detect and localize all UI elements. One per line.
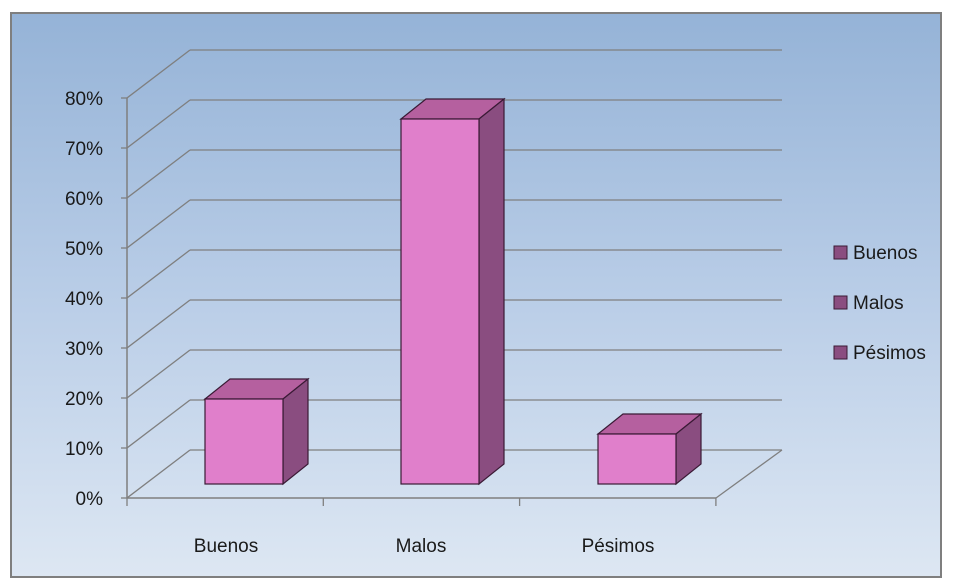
y-tick-labels: 0% 10% 20% 30% 40% 50% 60% 70% 80% xyxy=(65,89,103,510)
y-tick-label: 70% xyxy=(65,139,103,160)
legend-label: Pésimos xyxy=(853,343,926,364)
bar-side-face xyxy=(478,97,505,486)
axes xyxy=(121,97,783,506)
bar-front-face xyxy=(400,118,480,485)
gridline-diagonal xyxy=(126,149,191,199)
floor-edge xyxy=(715,449,783,499)
gridline-diagonal xyxy=(126,249,191,299)
y-tick-label: 0% xyxy=(76,489,104,510)
gridline-diagonal xyxy=(126,299,191,349)
legend-swatch xyxy=(833,295,848,310)
bar-buenos xyxy=(203,377,310,486)
legend: Buenos Malos Pésimos xyxy=(833,243,926,364)
y-tick-label: 20% xyxy=(65,389,103,410)
gridline-diagonal xyxy=(126,199,191,249)
gridline-diagonal xyxy=(126,349,191,399)
legend-label: Malos xyxy=(853,293,904,314)
y-tick-label: 40% xyxy=(65,289,103,310)
x-tick-labels: Buenos Malos Pésimos xyxy=(194,536,655,557)
legend-swatch xyxy=(833,345,848,360)
legend-label: Buenos xyxy=(853,243,917,264)
bar-front-face xyxy=(204,398,284,485)
y-tick-label: 30% xyxy=(65,339,103,360)
y-tick-label: 50% xyxy=(65,239,103,260)
bar-malos xyxy=(399,97,506,486)
x-tick-label: Pésimos xyxy=(582,536,655,557)
gridline-diagonal xyxy=(126,449,191,499)
bar-pésimos xyxy=(596,412,703,486)
x-tick-label: Buenos xyxy=(194,536,258,557)
y-tick-label: 80% xyxy=(65,89,103,110)
gridline-diagonal xyxy=(126,49,191,99)
gridline-diagonal xyxy=(126,99,191,149)
y-tick-label: 60% xyxy=(65,189,103,210)
y-tick-label: 10% xyxy=(65,439,103,460)
bar-front-face xyxy=(597,433,677,485)
legend-swatch xyxy=(833,245,848,260)
gridline-diagonal xyxy=(126,399,191,449)
bars xyxy=(203,97,703,486)
x-tick-label: Malos xyxy=(396,536,447,557)
